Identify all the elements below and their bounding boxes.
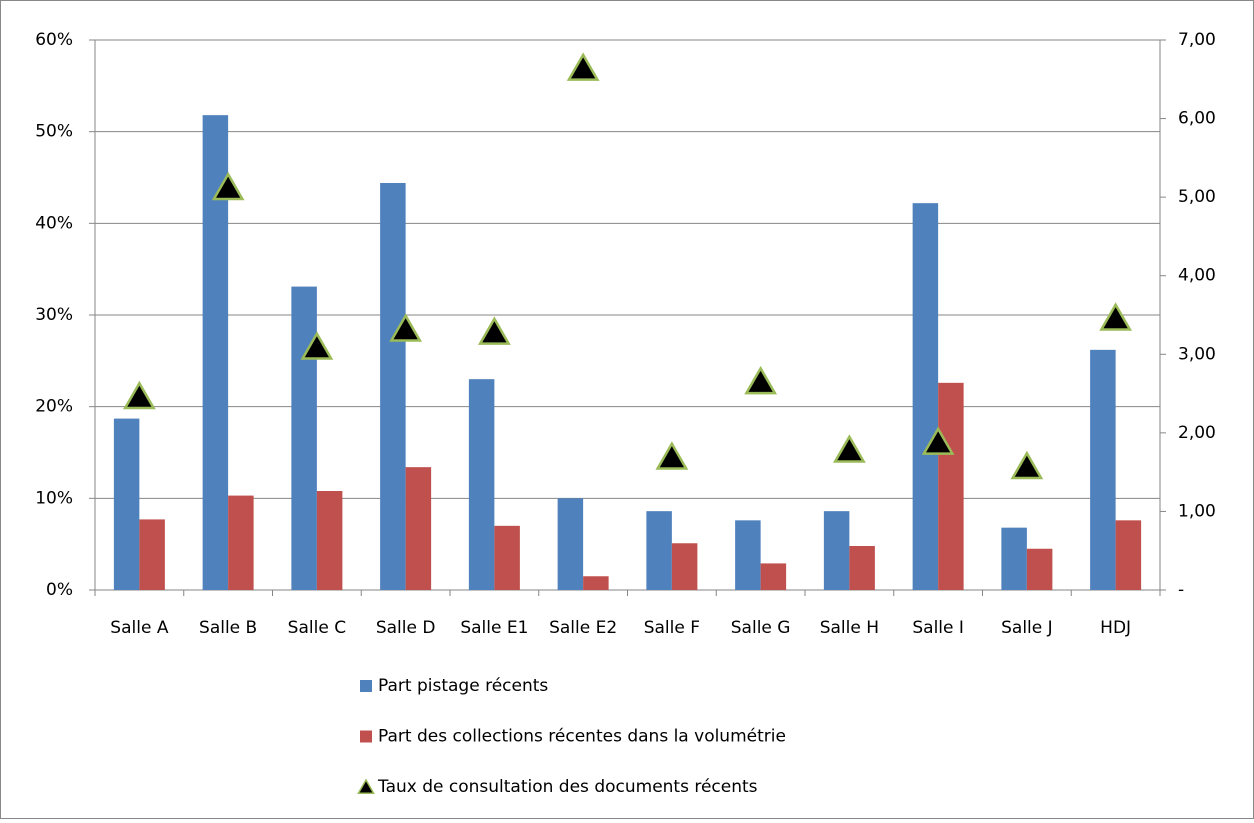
x-tick-label: Salle F bbox=[644, 618, 700, 638]
y2-tick-label: 1,00 bbox=[1178, 501, 1216, 521]
x-tick-label: Salle J bbox=[1001, 618, 1053, 638]
bar bbox=[735, 520, 761, 590]
bar bbox=[1026, 548, 1053, 590]
bar bbox=[139, 519, 165, 590]
y2-tick-label: 7,00 bbox=[1178, 30, 1216, 50]
triangle-marker bbox=[300, 331, 334, 360]
y-tick-label: 30% bbox=[35, 305, 73, 325]
triangle-marker bbox=[122, 380, 156, 410]
x-tick-label: Salle A bbox=[110, 618, 169, 638]
y2-tick-label: 6,00 bbox=[1178, 109, 1216, 129]
triangle-marker bbox=[832, 434, 866, 463]
triangle-marker bbox=[655, 441, 689, 470]
y-tick-label: 10% bbox=[35, 488, 73, 508]
x-tick-label: Salle E1 bbox=[460, 618, 528, 638]
x-tick-label: Salle C bbox=[288, 618, 346, 638]
x-tick-label: Salle B bbox=[199, 618, 257, 638]
bar bbox=[380, 183, 406, 590]
bar bbox=[291, 286, 317, 590]
x-tick-label: Salle I bbox=[912, 618, 964, 638]
bar bbox=[113, 418, 140, 590]
triangle-marker bbox=[921, 426, 955, 455]
legend-label: Part pistage récents bbox=[378, 676, 548, 696]
y2-tick-label: 3,00 bbox=[1178, 344, 1216, 364]
triangle-marker bbox=[211, 171, 245, 201]
bar bbox=[823, 511, 850, 590]
bar bbox=[316, 491, 343, 590]
x-tick-label: Salle G bbox=[731, 618, 791, 638]
bar bbox=[671, 543, 698, 590]
triangle-marker bbox=[1010, 450, 1044, 480]
bar bbox=[405, 467, 432, 590]
y2-tick-label: 2,00 bbox=[1178, 423, 1216, 443]
y-tick-label: 50% bbox=[35, 122, 73, 142]
bar bbox=[849, 546, 875, 590]
y-tick-label: 0% bbox=[46, 580, 73, 600]
bar bbox=[1115, 520, 1142, 590]
bar bbox=[1001, 527, 1027, 590]
legend-label: Taux de consultation des documents récen… bbox=[377, 777, 758, 797]
y2-tick-label: - bbox=[1178, 580, 1184, 600]
bar bbox=[468, 379, 495, 590]
bar bbox=[760, 563, 787, 590]
legend-label: Part des collections récentes dans la vo… bbox=[378, 727, 786, 747]
y-tick-label: 20% bbox=[35, 397, 73, 417]
y-tick-label: 40% bbox=[35, 213, 73, 233]
triangle-marker bbox=[1099, 302, 1133, 331]
bar bbox=[1090, 349, 1116, 590]
bar bbox=[228, 495, 254, 590]
y-tick-label: 60% bbox=[35, 30, 73, 50]
bar bbox=[912, 203, 939, 590]
y2-tick-label: 5,00 bbox=[1178, 187, 1216, 207]
legend-swatch bbox=[357, 778, 375, 794]
legend-swatch bbox=[360, 730, 372, 743]
bar bbox=[557, 498, 584, 590]
triangle-marker bbox=[566, 52, 600, 81]
bar bbox=[938, 382, 964, 590]
triangle-marker bbox=[477, 316, 511, 345]
x-tick-label: HDJ bbox=[1100, 618, 1131, 638]
y2-tick-label: 4,00 bbox=[1178, 266, 1216, 286]
x-tick-label: Salle D bbox=[376, 618, 436, 638]
triangle-marker bbox=[389, 313, 423, 342]
x-tick-label: Salle H bbox=[820, 618, 879, 638]
x-tick-label: Salle E2 bbox=[549, 618, 617, 638]
bar bbox=[494, 525, 520, 590]
triangle-marker bbox=[744, 365, 778, 395]
bar bbox=[583, 576, 609, 590]
bar bbox=[646, 511, 672, 590]
legend-swatch bbox=[360, 680, 372, 692]
